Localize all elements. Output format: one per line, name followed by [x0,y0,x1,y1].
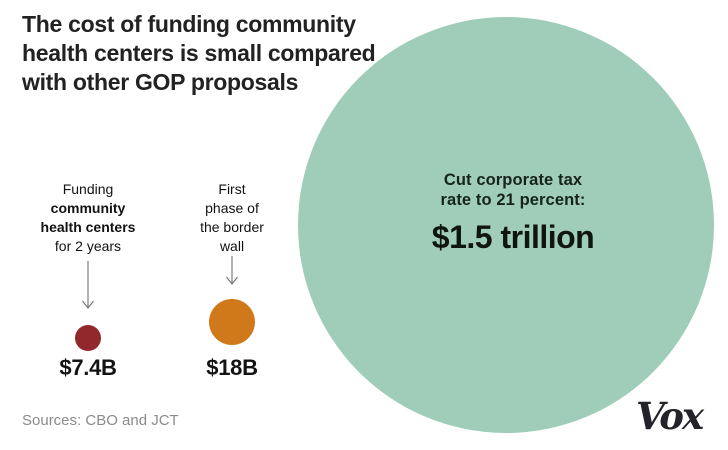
sources-note: Sources: CBO and JCT [22,412,179,429]
wall-label-line-1: First [218,181,246,197]
wall-label-line-4: wall [219,238,245,254]
corporate-tax-label-line-2: rate to 21 percent: [440,191,586,209]
health-label-line-2: community [50,200,126,216]
health-label-line-3: health centers [40,219,136,235]
corporate-tax-value: $1.5 trillion [431,219,595,255]
chart-title-line-2: health centers is small compared [22,40,376,66]
down-arrow-icon [226,256,238,285]
bubble-corporate-tax [298,17,714,433]
health-centers-value: $7.4B [59,355,117,380]
chart-title: The cost of funding community health cen… [22,10,422,97]
wall-label-line-3: the border [200,219,264,235]
chart-title-line-1: The cost of funding community [22,11,356,37]
wall-label-line-2: phase of [205,200,259,216]
health-label-line-1: Funding [62,181,114,197]
corporate-tax-label-line-1: Cut corporate tax [443,171,583,189]
down-arrow-icon [82,261,94,309]
bubble-health-centers-label: Funding community health centers for 2 y… [18,180,158,256]
bubble-health-centers [75,325,101,351]
border-wall-value: $18B [206,355,258,380]
vox-logo: Vox [636,394,704,438]
health-label-line-4: for 2 years [54,238,122,254]
bubble-border-wall-label: First phase of the border wall [172,180,292,256]
bubble-corporate-tax-label: Cut corporate tax rate to 21 percent: $1… [363,170,663,256]
bubble-border-wall [209,299,255,345]
chart-title-line-3: with other GOP proposals [22,69,299,95]
